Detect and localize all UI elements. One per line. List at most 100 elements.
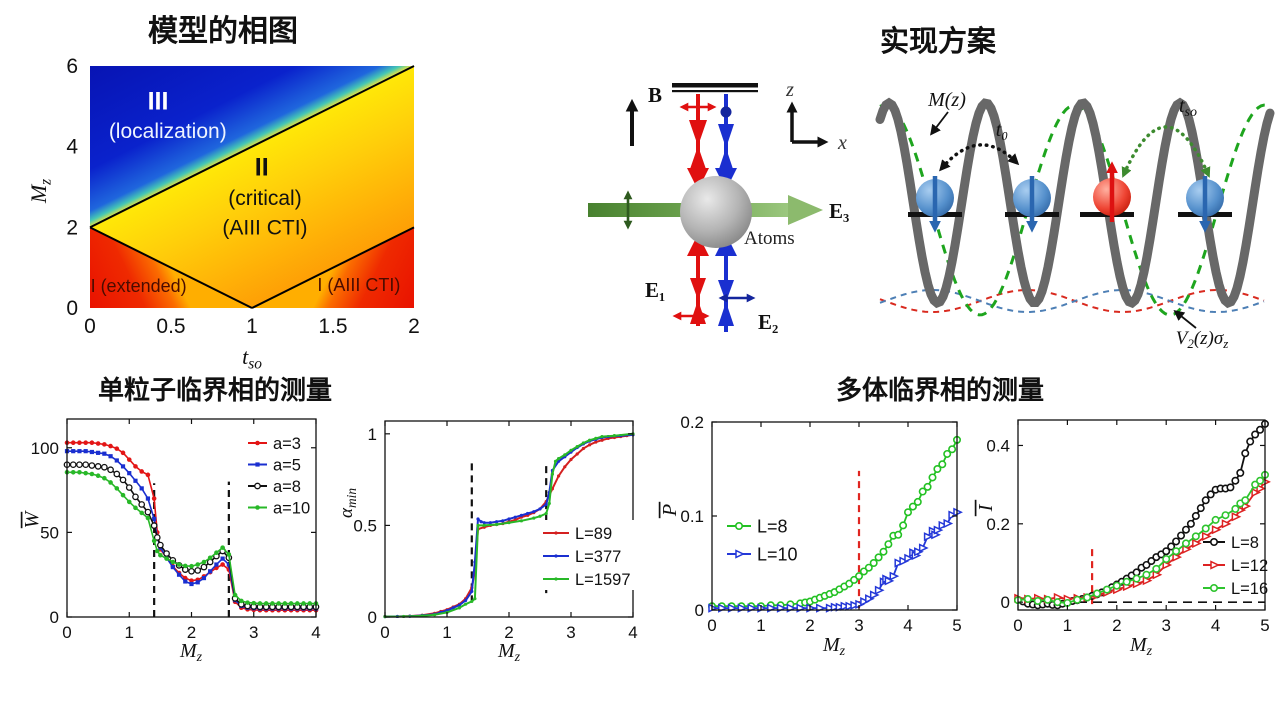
e1-label: E₁	[645, 278, 665, 302]
svg-text:2: 2	[66, 216, 78, 239]
e2-label: E₂	[758, 310, 778, 334]
svg-text:0.1: 0.1	[680, 507, 704, 526]
svg-text:(AIII CTI): (AIII CTI)	[222, 217, 307, 240]
axis-label: tso	[242, 344, 262, 372]
svg-text:L=8: L=8	[1231, 534, 1259, 552]
svg-text:1: 1	[125, 623, 134, 642]
svg-text:Mz: Mz	[497, 640, 521, 665]
svg-text:L=377: L=377	[575, 548, 621, 566]
svg-text:3: 3	[1161, 616, 1170, 635]
svg-text:L=12: L=12	[1231, 557, 1268, 575]
axis-x-label: x	[837, 132, 847, 154]
axis-label: Mz	[1129, 634, 1153, 659]
svg-text:1: 1	[1063, 616, 1072, 635]
red-laser-beam-icon	[672, 94, 717, 326]
svg-text:Mz: Mz	[179, 640, 203, 665]
svg-text:0: 0	[695, 601, 704, 620]
svg-text:0: 0	[66, 297, 78, 320]
svg-text:100: 100	[31, 439, 59, 458]
svg-text:0.2: 0.2	[986, 515, 1010, 534]
svg-text:0: 0	[50, 608, 59, 627]
svg-text:4: 4	[628, 623, 637, 642]
mirror-icon	[672, 83, 758, 93]
svg-text:L=89: L=89	[575, 525, 612, 543]
optical-lattice: M(z) t₀ tso V2(z)σz	[875, 89, 1275, 351]
svg-text:1: 1	[756, 616, 765, 635]
svg-text:I (extended): I (extended)	[91, 276, 187, 296]
svg-text:III: III	[148, 88, 169, 116]
svg-text:P: P	[659, 504, 681, 517]
svg-text:0: 0	[380, 623, 389, 642]
spin-down-atom-icon	[1186, 176, 1224, 233]
t0-label: t₀	[996, 119, 1009, 141]
svg-text:II: II	[255, 154, 269, 182]
svg-text:4: 4	[66, 136, 78, 159]
svg-text:0.5: 0.5	[353, 516, 377, 535]
svg-text:6: 6	[66, 55, 78, 78]
tso-hopping-arrow-icon	[1121, 125, 1211, 178]
legend: a=3 a=5 a=8 a=10	[248, 435, 310, 517]
single-particle-title: 单粒子临界相的测量	[97, 375, 333, 405]
axis-label: Mz	[179, 640, 203, 665]
chart-disorder-averaged-width: 0 1 2 3 4 0 50 100 Mz Wa=3 a=5 a=8 a=10	[20, 418, 321, 665]
svg-text:0.4: 0.4	[986, 436, 1010, 455]
legend: L=8 L=12 L=16	[1203, 534, 1268, 598]
svg-text:2: 2	[504, 623, 513, 642]
svg-text:5: 5	[952, 616, 961, 635]
svg-text:0: 0	[1013, 616, 1022, 635]
svg-text:a=5: a=5	[273, 456, 301, 474]
svg-text:(critical): (critical)	[228, 187, 302, 210]
series-L=1597	[383, 432, 635, 619]
svg-text:1: 1	[442, 623, 451, 642]
atoms-label: Atoms	[744, 228, 795, 249]
svg-text:L=16: L=16	[1231, 580, 1268, 598]
implementation-title: 实现方案	[879, 26, 997, 58]
tso-label: tso	[1179, 95, 1197, 120]
b-field-label: B	[648, 83, 662, 107]
axis-label: W	[20, 509, 43, 528]
svg-text:a=3: a=3	[273, 435, 301, 453]
svg-text:I (AIII CTI): I (AIII CTI)	[317, 275, 400, 295]
svg-text:0: 0	[62, 623, 71, 642]
e3-label: E₃	[829, 199, 849, 223]
svg-text:(localization): (localization)	[109, 120, 227, 143]
svg-text:2: 2	[805, 616, 814, 635]
axis-z-label: z	[785, 79, 794, 101]
svg-text:Mz: Mz	[822, 634, 846, 659]
v2-blue-curve	[879, 289, 1265, 313]
v2-label: V2(z)σz	[1176, 328, 1229, 351]
axis-label: Mz	[497, 640, 521, 665]
v2-red-curve	[879, 289, 1265, 313]
axis-label: I	[974, 499, 997, 517]
svg-text:Mz: Mz	[26, 179, 54, 204]
svg-text:0: 0	[368, 608, 377, 627]
legend: L=89 L=377 L=1597	[543, 525, 631, 589]
svg-text:W: W	[21, 509, 43, 528]
svg-text:3: 3	[566, 623, 575, 642]
svg-text:3: 3	[854, 616, 863, 635]
xz-axes-icon	[786, 101, 829, 148]
svg-text:4: 4	[903, 616, 912, 635]
many-body-title: 多体临界相的测量	[835, 375, 1045, 405]
svg-text:a=8: a=8	[273, 478, 301, 496]
mz-curve-label: M(z)	[927, 89, 966, 111]
series-a=8	[63, 461, 320, 611]
svg-text:4: 4	[1211, 616, 1220, 635]
svg-text:2: 2	[408, 315, 420, 338]
svg-text:αmin: αmin	[336, 488, 359, 518]
mz-coupling-curve	[879, 103, 1268, 317]
laser-setup: B	[588, 79, 849, 334]
atom-cloud-icon	[680, 176, 752, 248]
svg-text:0.2: 0.2	[680, 413, 704, 432]
t0-hopping-arrow-icon	[939, 143, 1020, 172]
spin-up-atom-icon	[1093, 161, 1131, 222]
mz-pointer-arrow-icon	[930, 111, 949, 136]
svg-text:Mz: Mz	[1129, 634, 1153, 659]
series-L=16	[1013, 470, 1270, 607]
legend: L=8 L=10	[727, 516, 798, 564]
svg-text:1: 1	[246, 315, 258, 338]
svg-text:0: 0	[707, 616, 716, 635]
